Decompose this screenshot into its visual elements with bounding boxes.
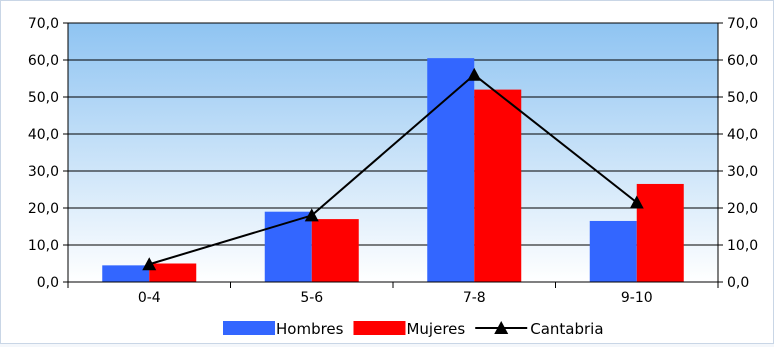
cantabria-point-9-10: [629, 195, 644, 209]
y-tick-label-left: 40,0: [28, 127, 59, 143]
bar-mujeres-7-8: [474, 89, 522, 282]
x-axis-ticks: 0-4 5-6 7-8 9-10: [67, 282, 719, 306]
bar-hombres-0-4: [102, 265, 150, 282]
cantabria-line-path: [148, 73, 638, 266]
x-tick-label: 7-8: [463, 290, 486, 306]
gridlines: [68, 22, 718, 246]
x-tick-label: 5-6: [300, 290, 323, 306]
legend-label-cantabria: Cantabria: [530, 320, 603, 338]
y-tick-label-left: 70,0: [28, 16, 59, 32]
y-tick-label-left: 50,0: [28, 90, 59, 106]
legend-marker-cantabria: [494, 321, 509, 334]
y-tick-label-right: 70,0: [727, 16, 758, 32]
bar-mujeres-9-10: [636, 183, 684, 282]
bar-hombres-9-10: [589, 220, 637, 282]
y-tick-label-right: 30,0: [727, 164, 758, 180]
y-tick-label-right: 20,0: [727, 201, 758, 217]
cantabria-point-5-6: [304, 208, 319, 222]
cantabria-point-7-8: [467, 67, 482, 81]
y-tick-label-left: 30,0: [28, 164, 59, 180]
x-tick-label: 9-10: [621, 290, 653, 306]
y-tick-label-right: 60,0: [727, 53, 758, 69]
y-axis-left-ticks: 0,0 10,0 20,0 30,0 40,0 50,0 60,0 70,0: [28, 16, 68, 291]
y-tick-label-left: 60,0: [28, 53, 59, 69]
bar-mujeres-5-6: [311, 219, 359, 282]
legend-swatch-hombres: [223, 321, 275, 335]
legend-label-hombres: Hombres: [276, 320, 344, 338]
y-tick-label-left: 10,0: [28, 238, 59, 254]
y-tick-label-left: 20,0: [28, 201, 59, 217]
x-tick-label: 0-4: [138, 290, 161, 306]
y-tick-label-right: 10,0: [727, 238, 758, 254]
y-tick-label-right: 40,0: [727, 127, 758, 143]
y-axis-right-ticks: 0,0 10,0 20,0 30,0 40,0 50,0 60,0 70,0: [718, 16, 758, 291]
y-tick-label-right: 50,0: [727, 90, 758, 106]
y-tick-label-right: 0,0: [727, 275, 749, 291]
bars: [102, 58, 684, 283]
legend-swatch-mujeres: [353, 321, 406, 335]
y-tick-label-left: 0,0: [37, 275, 59, 291]
bar-mujeres-0-4: [149, 263, 197, 282]
legend: Hombres Mujeres Cantabria: [223, 320, 604, 338]
cantabria-line: [142, 67, 644, 271]
bar-hombres-7-8: [427, 58, 475, 283]
legend-label-mujeres: Mujeres: [406, 320, 465, 338]
cantabria-point-0-4: [142, 257, 157, 271]
